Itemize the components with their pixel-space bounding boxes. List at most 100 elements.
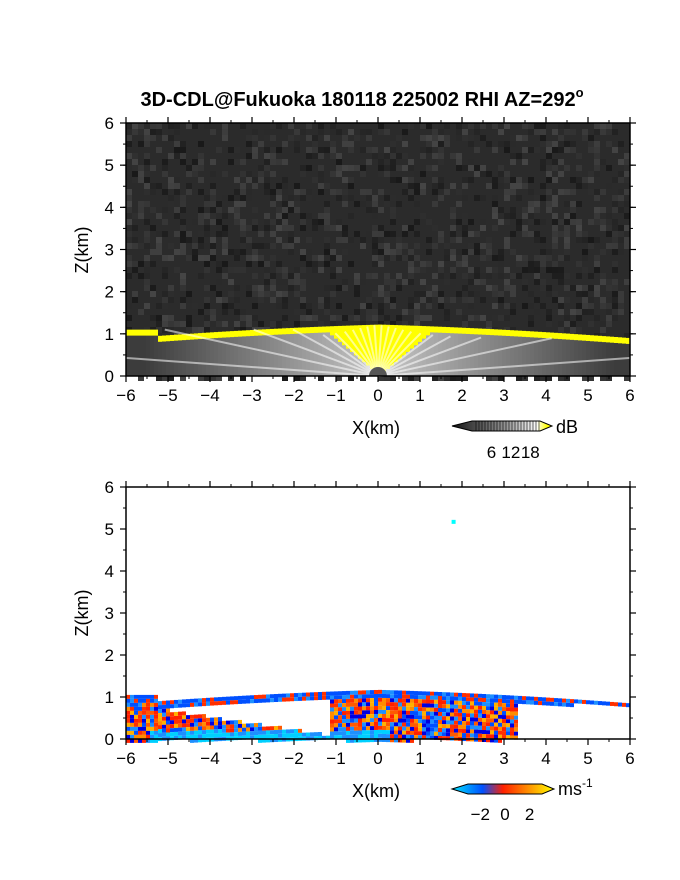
noise-pixel: [348, 147, 354, 153]
velocity-cell: [158, 729, 162, 734]
noise-pixel: [186, 315, 192, 321]
noise-pixel: [510, 309, 516, 315]
noise-pixel: [606, 285, 612, 291]
velocity-cell: [322, 695, 326, 700]
noise-pixel: [156, 237, 162, 243]
velocity-cell: [250, 695, 254, 700]
noise-pixel: [162, 171, 168, 177]
noise-pixel: [258, 255, 264, 261]
noise-pixel: [222, 129, 228, 135]
velocity-cell: [382, 725, 386, 730]
noise-pixel: [126, 237, 132, 243]
velocity-cell: [494, 698, 498, 703]
noise-pixel: [408, 249, 414, 255]
velocity-cell: [370, 726, 374, 731]
noise-pixel: [624, 171, 630, 177]
velocity-cell: [222, 728, 226, 733]
noise-pixel: [270, 279, 276, 285]
noise-pixel: [294, 129, 300, 135]
noise-pixel: [312, 135, 318, 141]
velocity-cell: [134, 714, 138, 719]
velocity-cell: [506, 703, 510, 708]
noise-pixel: [270, 201, 276, 207]
noise-pixel: [546, 177, 552, 183]
velocity-cell: [406, 694, 410, 699]
noise-pixel: [480, 279, 486, 285]
reflectivity-column: [414, 330, 418, 376]
noise-pixel: [132, 159, 138, 165]
velocity-cell: [402, 734, 406, 739]
high-reflectivity-cell: [334, 326, 338, 339]
noise-pixel: [204, 327, 210, 333]
noise-pixel: [456, 291, 462, 297]
velocity-cell: [142, 698, 146, 703]
velocity-cell: [518, 695, 522, 700]
high-reflectivity-cell: [554, 332, 558, 339]
noise-pixel: [168, 285, 174, 291]
noise-pixel: [414, 267, 420, 273]
noise-pixel: [264, 291, 270, 297]
noise-pixel: [510, 297, 516, 303]
velocity-cell: [270, 738, 274, 743]
noise-pixel: [390, 195, 396, 201]
noise-pixel: [360, 171, 366, 177]
y-tick-label: 5: [105, 156, 114, 175]
velocity-cell: [450, 712, 454, 717]
noise-pixel: [534, 231, 540, 237]
noise-pixel: [234, 159, 240, 165]
velocity-cell: [442, 704, 446, 709]
high-reflectivity-cell: [318, 326, 322, 333]
noise-pixel: [414, 291, 420, 297]
high-reflectivity-cell: [238, 330, 242, 337]
noise-pixel: [126, 231, 132, 237]
noise-pixel: [192, 165, 198, 171]
noise-pixel: [552, 267, 558, 273]
noise-pixel: [222, 147, 228, 153]
noise-pixel: [306, 147, 312, 153]
velocity-cell: [430, 719, 434, 724]
velocity-cell: [150, 718, 154, 723]
noise-pixel: [420, 183, 426, 189]
noise-pixel: [594, 237, 600, 243]
velocity-cell: [434, 731, 438, 736]
noise-pixel: [504, 279, 510, 285]
velocity-cell: [418, 695, 422, 700]
reflectivity-column: [446, 332, 450, 376]
noise-pixel: [534, 309, 540, 315]
velocity-cell: [386, 698, 390, 703]
velocity-cell: [502, 719, 506, 724]
velocity-cell: [374, 737, 378, 742]
noise-pixel: [570, 129, 576, 135]
reflectivity-column: [138, 334, 142, 376]
noise-pixel: [546, 291, 552, 297]
velocity-cell: [506, 719, 510, 724]
noise-pixel: [456, 261, 462, 267]
velocity-cell: [482, 734, 486, 739]
velocity-cell: [162, 716, 166, 721]
velocity-cell: [146, 702, 150, 707]
noise-pixel: [468, 129, 474, 135]
noise-pixel: [402, 165, 408, 171]
velocity-cell: [246, 695, 250, 700]
velocity-cell: [290, 693, 294, 698]
noise-pixel: [198, 231, 204, 237]
velocity-cell: [242, 727, 246, 732]
noise-pixel: [546, 147, 552, 153]
high-reflectivity-cell: [202, 332, 206, 339]
velocity-cell: [358, 710, 362, 715]
noise-pixel: [480, 255, 486, 261]
noise-pixel: [192, 327, 198, 333]
noise-pixel: [618, 237, 624, 243]
noise-pixel: [246, 237, 252, 243]
velocity-cell: [178, 731, 182, 736]
velocity-cell: [142, 738, 146, 743]
velocity-cell: [486, 702, 490, 707]
high-reflectivity-cell: [210, 332, 214, 339]
noise-pixel: [288, 195, 294, 201]
velocity-cell: [318, 736, 322, 741]
velocity-cell: [434, 723, 438, 728]
noise-pixel: [198, 213, 204, 219]
noise-pixel: [156, 123, 162, 129]
high-reflectivity-cell: [506, 329, 510, 336]
high-reflectivity-cell: [570, 333, 574, 340]
